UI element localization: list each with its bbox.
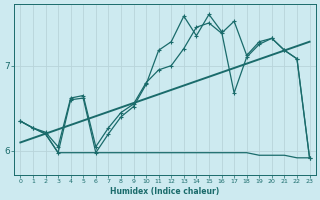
X-axis label: Humidex (Indice chaleur): Humidex (Indice chaleur) [110,187,220,196]
